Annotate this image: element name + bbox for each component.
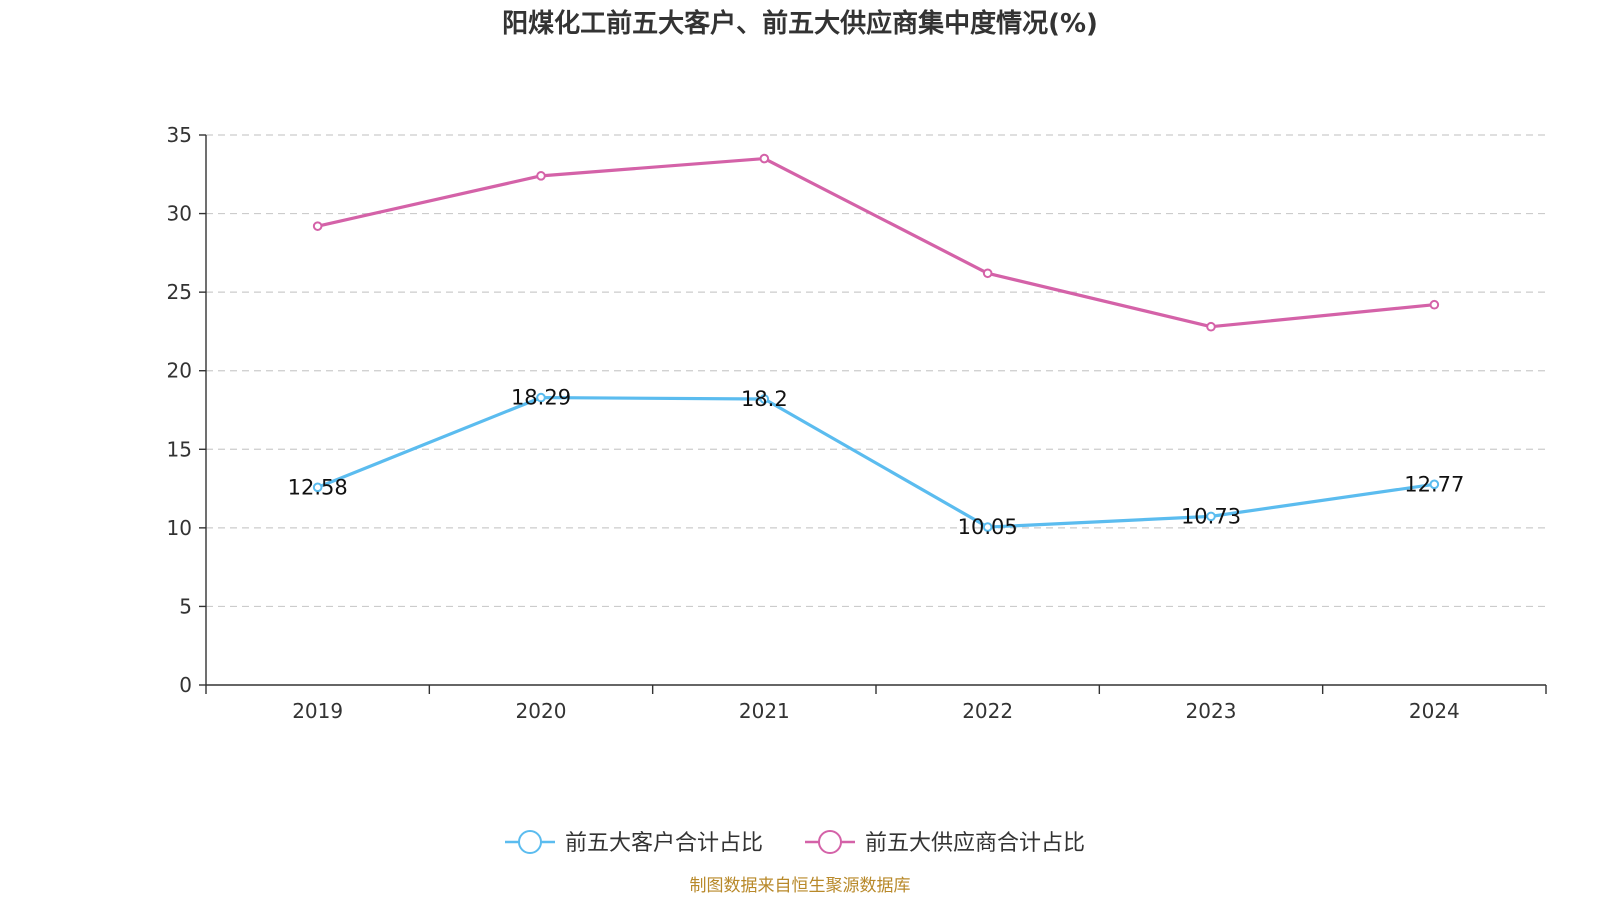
data-point[interactable] — [536, 392, 546, 403]
y-tick-label: 30 — [167, 202, 192, 226]
y-tick-label: 35 — [167, 123, 192, 147]
y-tick-label: 25 — [167, 280, 192, 304]
chart-title: 阳煤化工前五大客户、前五大供应商集中度情况(%) — [502, 8, 1098, 39]
y-tick-label: 0 — [179, 673, 192, 697]
data-label: 18.29 — [511, 386, 571, 410]
data-point[interactable] — [312, 221, 323, 231]
data-point[interactable] — [1206, 511, 1216, 522]
legend[interactable]: 前五大客户合计占比 前五大供应商合计占比 — [505, 830, 1085, 856]
data-point[interactable] — [1429, 299, 1440, 310]
y-axis: 0 5 10 15 20 25 30 35 — [167, 123, 207, 697]
legend-label: 前五大客户合计占比 — [565, 831, 763, 856]
data-point[interactable] — [982, 268, 993, 279]
x-tick-label-2021: 2021 — [739, 699, 790, 723]
data-point[interactable] — [1206, 321, 1216, 332]
legend-marker — [518, 830, 542, 854]
y-tick-label: 5 — [179, 594, 192, 618]
x-tick-label-2023: 2023 — [1186, 699, 1237, 723]
source-note: 制图数据来自恒生聚源数据库 — [690, 876, 911, 896]
data-point[interactable] — [312, 482, 323, 493]
data-label: 18.2 — [741, 387, 788, 411]
data-point[interactable] — [1429, 479, 1440, 490]
data-point[interactable] — [536, 171, 546, 181]
y-tick-label: 10 — [167, 516, 192, 540]
x-tick-label-2020: 2020 — [516, 699, 567, 723]
y-tick-label: 20 — [167, 359, 192, 383]
data-labels: 12.58 18.29 18.2 10.05 10.73 12.77 — [288, 386, 1465, 539]
series-layer — [312, 153, 1440, 532]
legend-label: 前五大供应商合计占比 — [865, 831, 1085, 856]
data-label: 12.58 — [288, 475, 348, 499]
x-tick-label-2022: 2022 — [962, 699, 1013, 723]
data-label: 10.05 — [958, 515, 1018, 539]
legend-item-0[interactable]: 前五大客户合计占比 — [505, 830, 763, 856]
data-point[interactable] — [982, 522, 993, 532]
legend-marker — [818, 830, 842, 854]
y-tick-label: 15 — [167, 437, 192, 461]
series-line-1 — [317, 156, 1435, 329]
data-point[interactable] — [759, 153, 770, 164]
data-label: 12.77 — [1404, 472, 1464, 496]
legend-item-1[interactable]: 前五大供应商合计占比 — [805, 830, 1085, 856]
data-point[interactable] — [759, 394, 770, 404]
series-line-0 — [317, 395, 1435, 529]
x-axis: 2019 2020 2021 2022 2023 2024 — [205, 684, 1547, 723]
x-tick-label-2019: 2019 — [292, 699, 343, 723]
data-label: 10.73 — [1181, 504, 1241, 528]
x-tick-label-2024: 2024 — [1409, 699, 1460, 723]
grid-lines — [206, 134, 1546, 608]
